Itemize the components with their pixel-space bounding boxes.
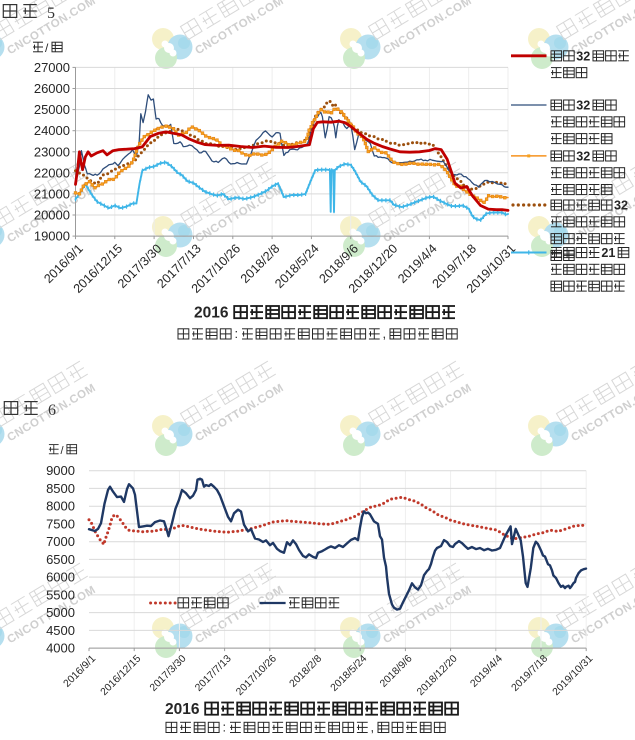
svg-text:4000: 4000 — [46, 641, 75, 656]
svg-text:/: / — [61, 445, 65, 457]
svg-text:9000: 9000 — [46, 463, 75, 478]
svg-text:21: 21 — [601, 246, 615, 260]
svg-text:/: / — [45, 41, 49, 55]
svg-text:32: 32 — [614, 199, 628, 213]
svg-text:32: 32 — [576, 150, 590, 164]
svg-text:7000: 7000 — [46, 534, 75, 549]
svg-text:8000: 8000 — [46, 499, 75, 514]
svg-text:6500: 6500 — [46, 552, 75, 567]
svg-text:6: 6 — [48, 402, 56, 419]
svg-text:8500: 8500 — [46, 481, 75, 496]
svg-text:20000: 20000 — [34, 208, 70, 223]
svg-text:6000: 6000 — [46, 570, 75, 585]
svg-text:21000: 21000 — [34, 186, 70, 201]
svg-text::: : — [235, 326, 239, 341]
svg-text:32: 32 — [576, 50, 590, 64]
svg-text:,: , — [371, 720, 375, 735]
svg-text:26000: 26000 — [34, 81, 70, 96]
svg-text::: : — [223, 720, 227, 735]
svg-text:23000: 23000 — [34, 144, 70, 159]
svg-text:5000: 5000 — [46, 605, 75, 620]
svg-text:4500: 4500 — [46, 623, 75, 638]
svg-text:24000: 24000 — [34, 123, 70, 138]
svg-text:7500: 7500 — [46, 516, 75, 531]
svg-text:19000: 19000 — [34, 229, 70, 244]
svg-text:27000: 27000 — [34, 60, 70, 75]
svg-text:25000: 25000 — [34, 102, 70, 117]
svg-text:2016: 2016 — [165, 701, 200, 718]
svg-text:5: 5 — [47, 5, 55, 22]
svg-text:32: 32 — [576, 99, 590, 113]
svg-text:22000: 22000 — [34, 165, 70, 180]
svg-text:,: , — [383, 326, 387, 341]
svg-text:5500: 5500 — [46, 587, 75, 602]
svg-text:2016: 2016 — [194, 305, 229, 322]
